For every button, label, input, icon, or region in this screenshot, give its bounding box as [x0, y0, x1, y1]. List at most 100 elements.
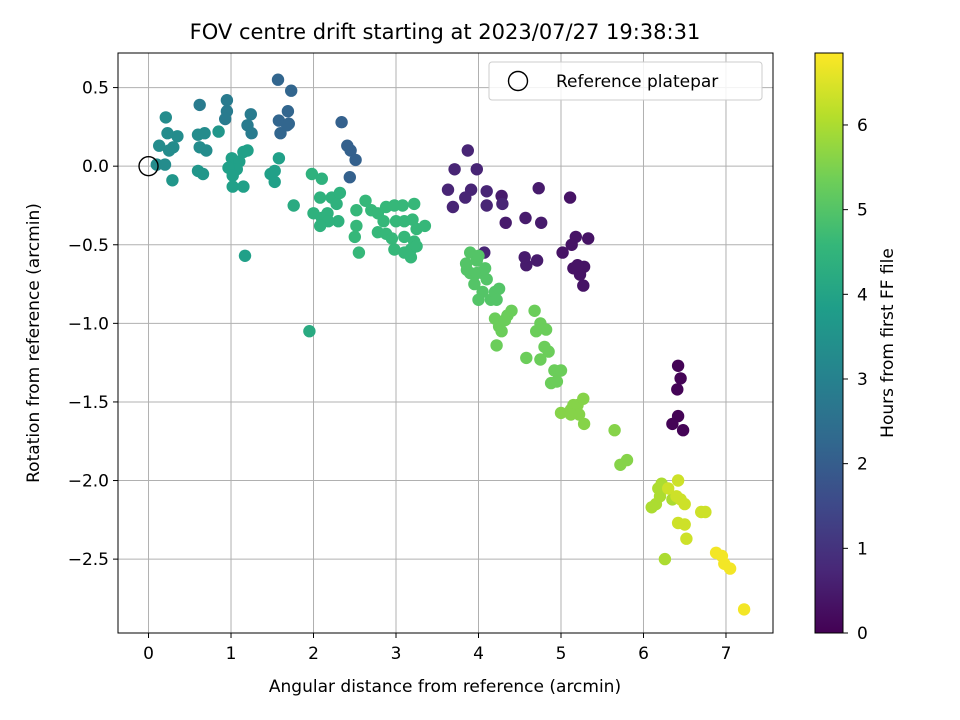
data-point: [343, 171, 356, 184]
data-point: [333, 186, 347, 200]
x-tick-label: 3: [391, 644, 402, 664]
data-point: [388, 199, 401, 212]
data-point: [406, 213, 419, 226]
colorbar-tick-label: 5: [857, 201, 868, 221]
data-point: [480, 273, 493, 286]
data-point: [161, 127, 174, 140]
grid-lines: [118, 53, 773, 633]
data-point: [472, 249, 485, 262]
data-point: [446, 200, 460, 214]
y-tick-label: −2.0: [68, 472, 109, 492]
data-point: [212, 125, 225, 138]
data-point: [219, 112, 232, 126]
data-point: [490, 339, 503, 352]
data-point: [539, 323, 553, 336]
data-point: [608, 424, 621, 437]
data-point: [699, 505, 712, 519]
y-tick-label: 0.0: [82, 157, 109, 177]
colorbar-ticks: 0 1 2 3 4 5 6: [843, 116, 868, 644]
data-point: [564, 408, 578, 421]
y-tick-label: 0.5: [82, 79, 109, 99]
data-point: [166, 174, 179, 187]
data-point: [226, 180, 239, 193]
data-point: [359, 194, 372, 207]
data-point: [556, 246, 569, 259]
data-point: [448, 163, 461, 176]
data-point: [498, 314, 512, 327]
data-point: [280, 119, 294, 132]
data-point: [348, 230, 361, 244]
legend-reference-icon: [507, 70, 529, 92]
data-point: [530, 254, 544, 267]
y-tick-label: −0.5: [68, 236, 109, 256]
data-point: [385, 232, 399, 245]
data-point: [332, 215, 345, 228]
data-point: [678, 518, 691, 531]
legend-label: Reference platepar: [556, 72, 718, 92]
data-point: [268, 164, 281, 178]
colorbar-label: Hours from first FF file: [878, 248, 898, 438]
data-point: [495, 325, 508, 338]
data-point: [193, 98, 206, 112]
x-tick-label: 2: [308, 644, 319, 664]
data-point: [671, 474, 685, 487]
data-point: [271, 73, 285, 86]
data-point: [171, 130, 184, 143]
data-point: [238, 249, 252, 262]
data-point: [241, 144, 254, 157]
data-point: [470, 163, 483, 176]
data-point: [285, 84, 298, 97]
data-point: [220, 94, 234, 107]
data-point: [460, 263, 474, 277]
colorbar-tick-label: 3: [857, 370, 868, 390]
data-point: [313, 219, 327, 233]
data-point: [344, 144, 357, 157]
data-point: [480, 185, 493, 198]
data-point: [554, 364, 568, 377]
data-point: [565, 238, 578, 251]
data-point: [350, 219, 363, 233]
data-point: [200, 144, 213, 157]
data-point: [577, 279, 590, 292]
data-point: [404, 251, 418, 264]
data-point: [582, 232, 595, 245]
y-axis-ticks: −2.5 −2.0 −1.5 −1.0 −0.5 0.0 0.5: [68, 79, 118, 570]
data-point: [480, 199, 493, 212]
data-point: [658, 552, 672, 566]
data-point: [198, 127, 211, 140]
data-point: [330, 197, 343, 211]
data-point: [499, 216, 512, 229]
colorbar-tick-label: 1: [857, 539, 868, 559]
data-point: [577, 392, 590, 405]
data-point: [519, 211, 532, 225]
data-point: [490, 293, 503, 306]
data-point: [563, 191, 577, 204]
y-axis-label: Rotation from reference (arcmin): [24, 203, 44, 483]
data-point: [530, 325, 543, 338]
x-tick-label: 5: [556, 644, 567, 664]
legend-box: [488, 61, 763, 101]
data-point: [461, 144, 474, 157]
data-point: [671, 359, 685, 372]
data-point: [352, 246, 366, 259]
data-point: [410, 240, 423, 253]
x-axis-ticks: 0 1 2 3 4 5 6 7: [143, 633, 731, 664]
data-point: [520, 351, 533, 365]
data-point: [418, 219, 432, 233]
data-point: [398, 230, 411, 244]
data-point: [662, 482, 675, 495]
data-point: [550, 375, 564, 388]
data-point: [670, 490, 683, 503]
reference-point: [138, 155, 159, 177]
colorbar-tick-label: 4: [857, 285, 868, 305]
data-point: [441, 183, 455, 196]
data-point: [245, 127, 258, 140]
data-point: [305, 167, 319, 181]
data-point: [350, 204, 363, 217]
data-point: [159, 111, 172, 124]
data-point: [737, 603, 751, 616]
data-point: [535, 216, 548, 229]
data-point: [226, 169, 239, 182]
data-point: [620, 453, 634, 467]
